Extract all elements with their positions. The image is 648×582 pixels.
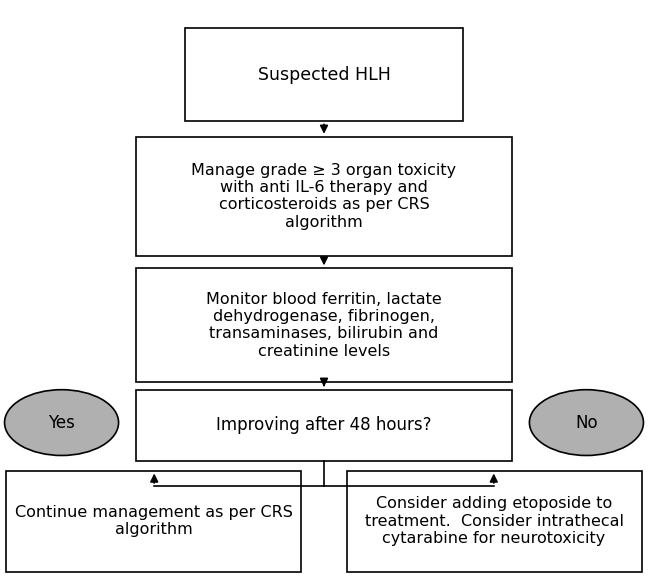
- FancyBboxPatch shape: [136, 268, 512, 382]
- Text: Yes: Yes: [48, 414, 75, 432]
- Text: Suspected HLH: Suspected HLH: [257, 66, 391, 84]
- Text: Manage grade ≥ 3 organ toxicity
with anti IL-6 therapy and
corticosteroids as pe: Manage grade ≥ 3 organ toxicity with ant…: [191, 162, 457, 230]
- Ellipse shape: [5, 390, 119, 456]
- FancyBboxPatch shape: [185, 28, 463, 122]
- Text: Improving after 48 hours?: Improving after 48 hours?: [216, 416, 432, 434]
- Ellipse shape: [529, 390, 643, 456]
- FancyBboxPatch shape: [136, 137, 512, 255]
- Text: Consider adding etoposide to
treatment.  Consider intrathecal
cytarabine for neu: Consider adding etoposide to treatment. …: [365, 496, 623, 546]
- FancyBboxPatch shape: [347, 471, 642, 572]
- Text: Monitor blood ferritin, lactate
dehydrogenase, fibrinogen,
transaminases, biliru: Monitor blood ferritin, lactate dehydrog…: [206, 292, 442, 359]
- FancyBboxPatch shape: [6, 471, 301, 572]
- Text: No: No: [575, 414, 597, 432]
- FancyBboxPatch shape: [136, 390, 512, 460]
- Text: Continue management as per CRS
algorithm: Continue management as per CRS algorithm: [15, 505, 293, 537]
